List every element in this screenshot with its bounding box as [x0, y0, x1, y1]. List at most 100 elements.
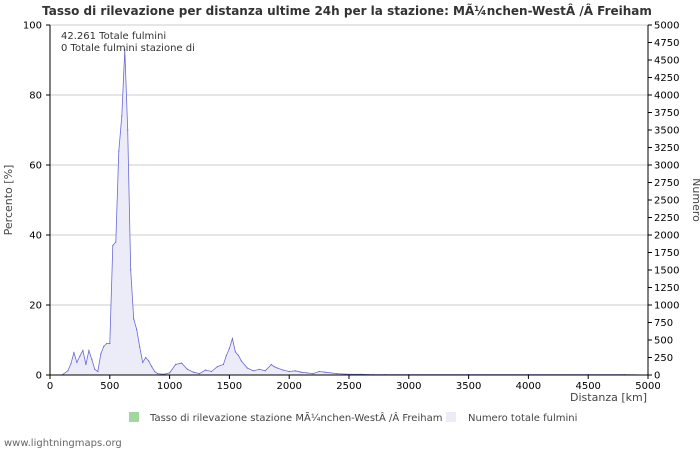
x-tick-label-1500: 1500	[217, 381, 242, 392]
y-right-tick-label-1750: 1750	[654, 248, 679, 259]
data-point-225	[76, 361, 78, 363]
series-line-total-strikes	[50, 49, 649, 376]
x-tick-label-5000: 5000	[635, 381, 660, 392]
data-point-325	[88, 349, 90, 352]
data-point-1950	[282, 369, 284, 371]
data-point-600	[121, 115, 123, 117]
y-axis-left-label: Percento [%]	[2, 165, 15, 236]
data-point-1875	[273, 366, 275, 368]
data-point-175	[70, 363, 72, 365]
data-point-1150	[186, 368, 189, 370]
y-left-tick-label-0: 0	[36, 371, 42, 382]
data-point-1600	[240, 360, 242, 362]
y-right-tick-label-3250: 3250	[654, 143, 679, 154]
y-left-tick-label-40: 40	[29, 231, 42, 242]
x-tick-label-2000: 2000	[276, 381, 301, 392]
data-point-1800	[264, 370, 266, 372]
data-point-1700	[252, 370, 254, 372]
y-right-ticks: 0 250 500 750 1000 1250 1500 1750 2000 2250 2500 27…	[648, 21, 679, 382]
data-point-1350	[210, 370, 213, 373]
x-tick-label-4000: 4000	[516, 381, 541, 392]
data-point-2200	[312, 373, 314, 375]
grid	[50, 24, 648, 306]
data-point-450	[103, 345, 105, 347]
y-right-tick-label-2000: 2000	[654, 231, 679, 242]
data-point-900	[157, 373, 159, 375]
data-point-825	[148, 360, 150, 362]
y-right-tick-label-2250: 2250	[654, 213, 679, 224]
data-point-1050	[175, 363, 177, 366]
data-point-1750	[258, 368, 260, 370]
data-point-250	[79, 355, 81, 357]
y-right-tick-label-4750: 4750	[654, 38, 679, 49]
y-axis-right-label: Numero	[690, 178, 700, 222]
x-ticks: 0 500 1000 1500 2000 2500 3000 3500 4000 4500 5000	[47, 375, 661, 392]
data-point-1250	[198, 373, 201, 375]
data-point-425	[100, 353, 102, 355]
legend-label-detection-rate: Tasso di rilevazione stazione MÃ¼nchen-W…	[149, 411, 442, 424]
data-point-725	[136, 328, 138, 331]
y-right-tick-label-2500: 2500	[654, 196, 679, 207]
data-point-1500	[228, 347, 230, 349]
data-point-525	[112, 244, 114, 247]
legend-swatch-total-strikes	[446, 412, 456, 422]
data-point-275	[82, 349, 84, 352]
data-point-1900	[276, 367, 278, 369]
y-right-tick-label-1500: 1500	[654, 266, 679, 277]
data-point-1100	[181, 362, 183, 364]
data-point-2050	[294, 370, 296, 372]
data-point-1650	[246, 367, 248, 369]
data-point-1850	[270, 363, 272, 366]
data-point-2150	[306, 372, 308, 374]
series-area-total-strikes	[50, 49, 648, 375]
y-right-tick-label-4250: 4250	[654, 73, 679, 84]
data-point-1550	[234, 351, 236, 353]
axes	[49, 25, 649, 376]
annotation-station-strikes: 0 Totale fulmini stazione di	[61, 43, 195, 54]
y-left-tick-label-60: 60	[29, 161, 42, 172]
data-point-200	[73, 352, 75, 354]
chart-title: Tasso di rilevazione per distanza ultime…	[42, 3, 652, 18]
y-right-tick-label-750: 750	[654, 318, 673, 329]
y-right-tick-label-4000: 4000	[654, 91, 679, 102]
legend: Tasso di rilevazione stazione MÃ¼nchen-W…	[129, 411, 577, 424]
data-point-2100	[300, 371, 302, 373]
x-tick-label-3500: 3500	[456, 381, 481, 392]
data-point-1400	[216, 366, 218, 368]
data-point-1000	[169, 372, 171, 374]
data-point-2300	[324, 371, 326, 373]
x-tick-label-3000: 3000	[396, 381, 421, 392]
x-tick-label-0: 0	[47, 381, 53, 392]
y-right-tick-label-3750: 3750	[654, 108, 679, 119]
data-point-1525	[231, 338, 233, 340]
data-point-1200	[192, 371, 195, 373]
data-point-1475	[225, 354, 227, 356]
y-right-tick-label-3500: 3500	[654, 126, 679, 137]
data-point-625	[124, 48, 126, 51]
y-right-tick-label-5000: 5000	[654, 21, 679, 32]
y-right-tick-label-4500: 4500	[654, 56, 679, 67]
x-tick-label-4500: 4500	[575, 381, 600, 392]
data-point-800	[145, 356, 147, 359]
y-left-tick-label-20: 20	[29, 301, 42, 312]
y-left-tick-label-100: 100	[23, 21, 42, 32]
data-point-400	[97, 370, 99, 373]
data-point-550	[115, 241, 117, 243]
x-axis-label: Distanza [km]	[570, 391, 647, 404]
y-right-tick-label-0: 0	[654, 371, 660, 382]
area-layer	[49, 48, 649, 376]
data-point-575	[118, 150, 120, 152]
data-point-350	[91, 359, 93, 361]
x-tick-label-500: 500	[100, 381, 119, 392]
y-right-tick-label-1250: 1250	[654, 283, 679, 294]
data-point-150	[67, 370, 69, 372]
data-point-1575	[237, 354, 239, 356]
y-right-tick-label-2750: 2750	[654, 178, 679, 189]
x-tick-label-2500: 2500	[336, 381, 361, 392]
data-point-475	[106, 342, 108, 345]
data-point-750	[139, 346, 141, 348]
data-point-875	[154, 370, 156, 373]
credit-text: www.lightningmaps.org	[4, 438, 122, 449]
x-tick-label-1000: 1000	[157, 381, 182, 392]
